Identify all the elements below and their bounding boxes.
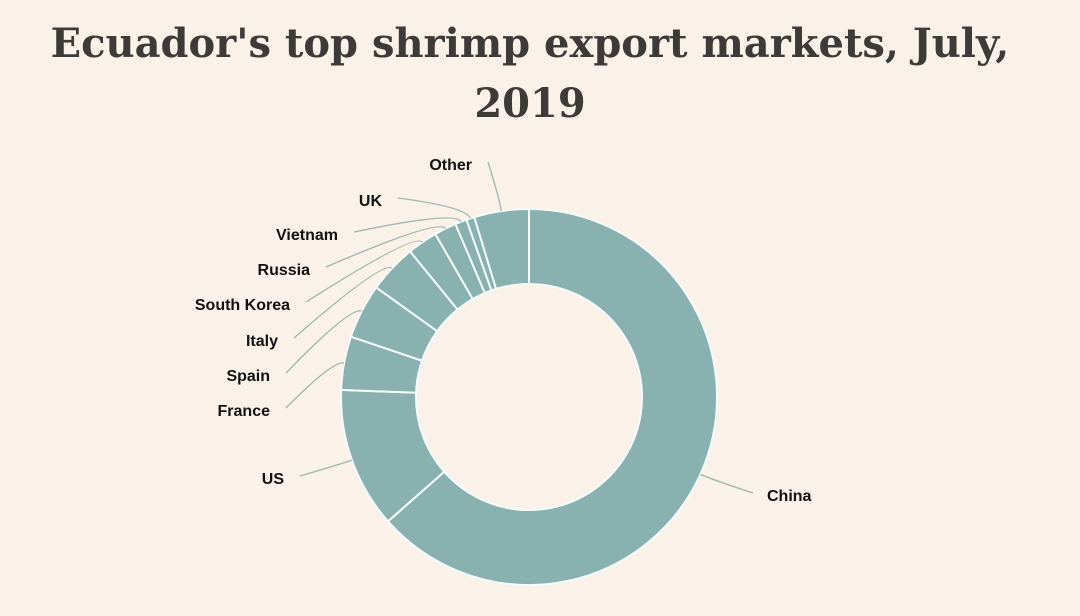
leader-line-russia (325, 226, 446, 268)
leader-line-other (487, 161, 502, 212)
slice-labels: China US France Spain Italy South Korea Russia… (195, 157, 812, 505)
label-spain: Spain (226, 368, 270, 385)
label-vietnam: Vietnam (276, 227, 338, 244)
leader-lines (285, 161, 754, 494)
label-uk: UK (359, 193, 383, 210)
label-france: France (218, 403, 271, 420)
label-russia: Russia (258, 262, 311, 279)
label-us: US (262, 471, 285, 488)
label-china: China (767, 488, 812, 505)
leader-line-france (285, 362, 345, 409)
label-south-korea: South Korea (195, 297, 290, 314)
slices (340, 207, 718, 586)
leader-line-spain (285, 310, 363, 374)
slice-china (386, 207, 718, 586)
label-italy: Italy (246, 333, 278, 350)
leader-line-china (700, 473, 754, 494)
leader-line-italy (293, 266, 393, 339)
leader-line-uk (397, 197, 471, 219)
leader-line-south-korea (305, 240, 423, 303)
slice-other (473, 207, 530, 291)
chart-title: Ecuador's top shrimp export markets, Jul… (50, 20, 1010, 127)
leader-line-vietnam (353, 217, 462, 233)
leader-line-us (299, 459, 353, 477)
label-other: Other (429, 157, 472, 174)
